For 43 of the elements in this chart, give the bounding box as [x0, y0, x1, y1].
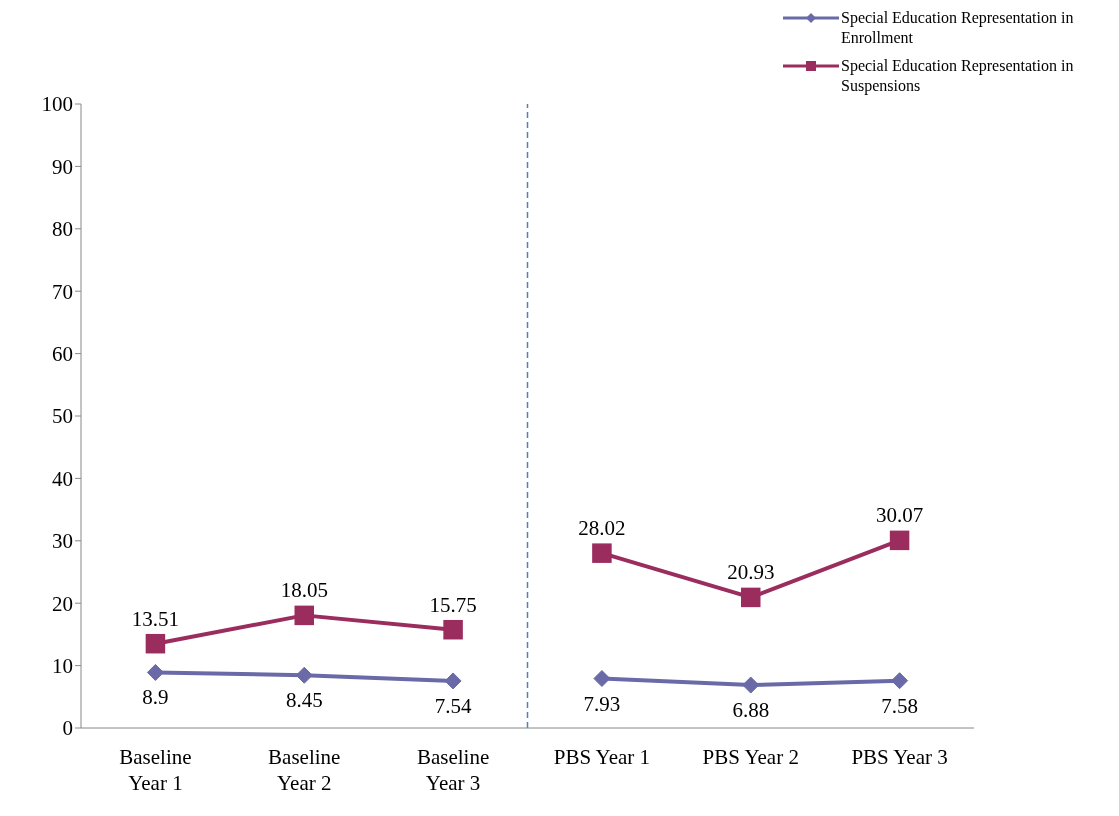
x-tick-label: Baseline Year 1 [119, 745, 192, 795]
point [146, 663, 164, 681]
y-tick-label: 30 [52, 529, 73, 554]
data-label: 20.93 [727, 560, 775, 585]
y-tick-label: 60 [52, 342, 73, 367]
point [891, 672, 909, 690]
y-tick-label: 100 [41, 92, 73, 117]
data-label: 13.51 [131, 606, 180, 631]
point [593, 670, 611, 688]
y-tick-label: 70 [52, 279, 73, 304]
data-label: 8.45 [285, 688, 323, 713]
data-label: 7.93 [583, 691, 621, 716]
x-tick-label: PBS Year 1 [553, 745, 651, 769]
point [444, 672, 462, 690]
legend-label: Special Education Representation in Suspensions [841, 56, 1075, 96]
data-label: 7.54 [434, 693, 472, 718]
y-tick-label: 50 [52, 404, 73, 429]
point [145, 633, 166, 654]
data-label: 15.75 [429, 592, 477, 617]
point [443, 619, 463, 640]
x-tick-label: PBS Year 2 [702, 745, 799, 769]
x-tick-label: PBS Year 3 [851, 745, 948, 769]
x-tick-label: Baseline Year 3 [416, 745, 490, 795]
data-label: 18.05 [280, 578, 328, 603]
point [741, 587, 761, 608]
legend-label: Special Education Representation in Enrollment [841, 8, 1075, 48]
y-tick-label: 0 [62, 716, 73, 741]
point [592, 543, 612, 563]
point [889, 530, 910, 551]
data-label: 28.02 [578, 516, 626, 541]
y-tick-label: 80 [52, 217, 73, 242]
point [294, 605, 314, 626]
y-tick-label: 10 [52, 654, 73, 679]
point [742, 676, 760, 694]
y-tick-label: 20 [52, 591, 73, 616]
x-tick-label: Baseline Year 2 [268, 745, 341, 795]
data-label: 30.07 [875, 503, 924, 528]
data-label: 7.58 [881, 693, 918, 718]
data-label: 6.88 [732, 698, 770, 723]
y-tick-label: 90 [52, 154, 73, 179]
point [295, 666, 313, 684]
data-label: 8.9 [142, 685, 169, 710]
y-tick-label: 40 [52, 466, 73, 491]
